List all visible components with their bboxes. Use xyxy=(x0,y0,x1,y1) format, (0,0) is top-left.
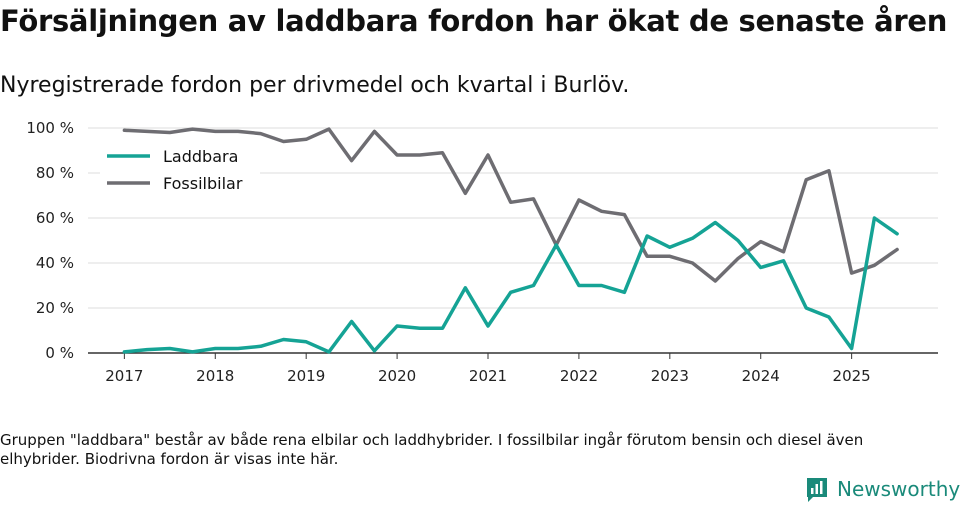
logo-text: Newsworthy xyxy=(837,477,960,501)
y-tick-label: 20 % xyxy=(36,299,74,317)
x-tick-label: 2024 xyxy=(742,367,780,385)
x-tick-label: 2020 xyxy=(378,367,416,385)
legend-label-laddbara: Laddbara xyxy=(163,147,238,166)
legend-background xyxy=(100,140,260,200)
series-line-laddbara xyxy=(122,216,899,354)
x-tick-label: 2021 xyxy=(469,367,507,385)
y-tick-label: 80 % xyxy=(36,164,74,182)
x-axis-ticks: 2017 2018 2019 2020 2021 2022 2023 2024 2025 xyxy=(88,352,938,385)
y-tick-label: 100 % xyxy=(26,119,74,137)
x-tick-label: 2018 xyxy=(196,367,234,385)
legend: Laddbara Fossilbilar xyxy=(100,140,260,200)
line-chart: 0 % 20 % 40 % 60 % 80 % 100 % 2017 2018 2019 202… xyxy=(26,119,938,385)
footnote: Gruppen "laddbara" består av både rena e… xyxy=(0,431,864,468)
y-axis-tick-labels: 0 % 20 % 40 % 60 % 80 % 100 % xyxy=(26,119,74,362)
x-tick-label: 2017 xyxy=(105,367,143,385)
x-tick-label: 2023 xyxy=(651,367,689,385)
y-tick-label: 40 % xyxy=(36,254,74,272)
legend-label-fossilbilar: Fossilbilar xyxy=(163,174,243,193)
x-tick-label: 2025 xyxy=(833,367,871,385)
chart-title: Försäljningen av laddbara fordon har öka… xyxy=(0,4,948,38)
series-lines xyxy=(122,127,899,354)
x-tick-label: 2019 xyxy=(287,367,325,385)
chart-subtitle: Nyregistrerade fordon per drivmedel och … xyxy=(0,73,630,98)
newsworthy-logo[interactable]: Newsworthy xyxy=(805,475,960,503)
x-tick-label: 2022 xyxy=(560,367,598,385)
y-tick-label: 60 % xyxy=(36,209,74,227)
bar-chart-logo-icon xyxy=(807,477,827,502)
series-line-fossilbilar xyxy=(122,127,899,283)
y-tick-label: 0 % xyxy=(45,344,74,362)
